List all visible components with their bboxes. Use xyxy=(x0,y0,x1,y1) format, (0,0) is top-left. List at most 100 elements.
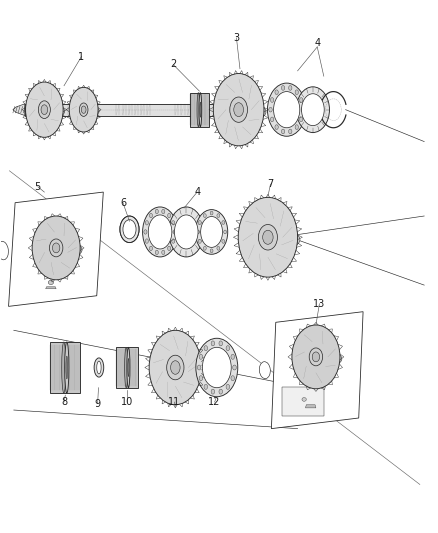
Ellipse shape xyxy=(196,338,238,397)
Ellipse shape xyxy=(275,90,278,94)
Ellipse shape xyxy=(34,240,82,260)
Polygon shape xyxy=(305,405,316,408)
Ellipse shape xyxy=(202,348,231,387)
Text: 8: 8 xyxy=(61,397,67,407)
Text: 3: 3 xyxy=(233,33,240,43)
Ellipse shape xyxy=(145,239,148,243)
Ellipse shape xyxy=(281,86,285,90)
Ellipse shape xyxy=(217,246,220,250)
Ellipse shape xyxy=(200,102,201,117)
Ellipse shape xyxy=(295,90,298,94)
Ellipse shape xyxy=(281,129,285,134)
Ellipse shape xyxy=(199,93,202,127)
Ellipse shape xyxy=(275,125,278,130)
Ellipse shape xyxy=(222,239,225,243)
Ellipse shape xyxy=(195,209,228,254)
Ellipse shape xyxy=(300,98,303,102)
Ellipse shape xyxy=(231,354,235,359)
Ellipse shape xyxy=(199,354,203,359)
Ellipse shape xyxy=(162,250,165,255)
FancyBboxPatch shape xyxy=(50,342,80,393)
Ellipse shape xyxy=(234,103,244,117)
Ellipse shape xyxy=(296,87,329,133)
Ellipse shape xyxy=(219,389,223,394)
Ellipse shape xyxy=(97,361,101,374)
Ellipse shape xyxy=(294,349,342,368)
Ellipse shape xyxy=(302,398,306,401)
Ellipse shape xyxy=(309,348,323,366)
Ellipse shape xyxy=(174,215,198,249)
Ellipse shape xyxy=(289,86,292,90)
Ellipse shape xyxy=(268,83,306,136)
Ellipse shape xyxy=(203,246,206,250)
Ellipse shape xyxy=(203,214,206,217)
Ellipse shape xyxy=(198,365,201,370)
Ellipse shape xyxy=(233,365,236,370)
Ellipse shape xyxy=(199,376,203,381)
Ellipse shape xyxy=(211,389,215,394)
Text: 4: 4 xyxy=(314,38,320,48)
Ellipse shape xyxy=(49,239,63,257)
FancyBboxPatch shape xyxy=(190,93,209,127)
Ellipse shape xyxy=(231,376,235,381)
Ellipse shape xyxy=(238,197,297,277)
Ellipse shape xyxy=(258,224,277,250)
Ellipse shape xyxy=(151,359,204,381)
Ellipse shape xyxy=(172,239,175,243)
FancyBboxPatch shape xyxy=(25,104,237,116)
Ellipse shape xyxy=(263,230,273,244)
Ellipse shape xyxy=(69,87,98,132)
Text: 4: 4 xyxy=(194,187,200,197)
Ellipse shape xyxy=(219,341,223,346)
Ellipse shape xyxy=(301,107,304,112)
Ellipse shape xyxy=(62,342,66,393)
Ellipse shape xyxy=(269,107,272,112)
Ellipse shape xyxy=(143,207,177,257)
Ellipse shape xyxy=(259,362,270,378)
Ellipse shape xyxy=(81,106,86,114)
Ellipse shape xyxy=(204,384,208,389)
Ellipse shape xyxy=(213,74,264,146)
Ellipse shape xyxy=(168,213,171,217)
Ellipse shape xyxy=(168,246,171,251)
Ellipse shape xyxy=(274,92,300,128)
Ellipse shape xyxy=(39,101,50,118)
Ellipse shape xyxy=(128,358,129,377)
Ellipse shape xyxy=(125,348,128,387)
Polygon shape xyxy=(46,287,56,289)
Ellipse shape xyxy=(198,221,201,224)
Ellipse shape xyxy=(145,221,148,225)
Ellipse shape xyxy=(197,93,200,127)
Ellipse shape xyxy=(144,230,147,234)
Ellipse shape xyxy=(148,215,172,249)
Ellipse shape xyxy=(170,361,180,374)
Ellipse shape xyxy=(226,384,230,389)
Text: 1: 1 xyxy=(78,52,85,61)
Ellipse shape xyxy=(149,213,152,217)
Ellipse shape xyxy=(173,230,176,234)
Ellipse shape xyxy=(300,117,303,122)
Ellipse shape xyxy=(312,352,320,362)
Ellipse shape xyxy=(149,330,201,405)
Text: 10: 10 xyxy=(121,397,134,407)
Ellipse shape xyxy=(301,94,324,126)
Ellipse shape xyxy=(94,358,104,377)
Ellipse shape xyxy=(292,325,340,389)
Text: 11: 11 xyxy=(168,397,180,407)
Ellipse shape xyxy=(222,221,225,224)
Text: 12: 12 xyxy=(208,397,221,407)
Text: 2: 2 xyxy=(170,60,176,69)
Ellipse shape xyxy=(41,105,48,115)
FancyBboxPatch shape xyxy=(283,387,324,416)
Ellipse shape xyxy=(120,216,139,243)
Ellipse shape xyxy=(270,98,274,102)
Ellipse shape xyxy=(127,348,130,387)
Text: 5: 5 xyxy=(35,182,41,192)
Ellipse shape xyxy=(53,243,60,253)
Ellipse shape xyxy=(198,239,201,243)
Text: 6: 6 xyxy=(120,198,126,208)
Ellipse shape xyxy=(155,250,159,255)
Ellipse shape xyxy=(211,341,215,346)
Ellipse shape xyxy=(201,216,223,247)
Ellipse shape xyxy=(162,209,165,214)
